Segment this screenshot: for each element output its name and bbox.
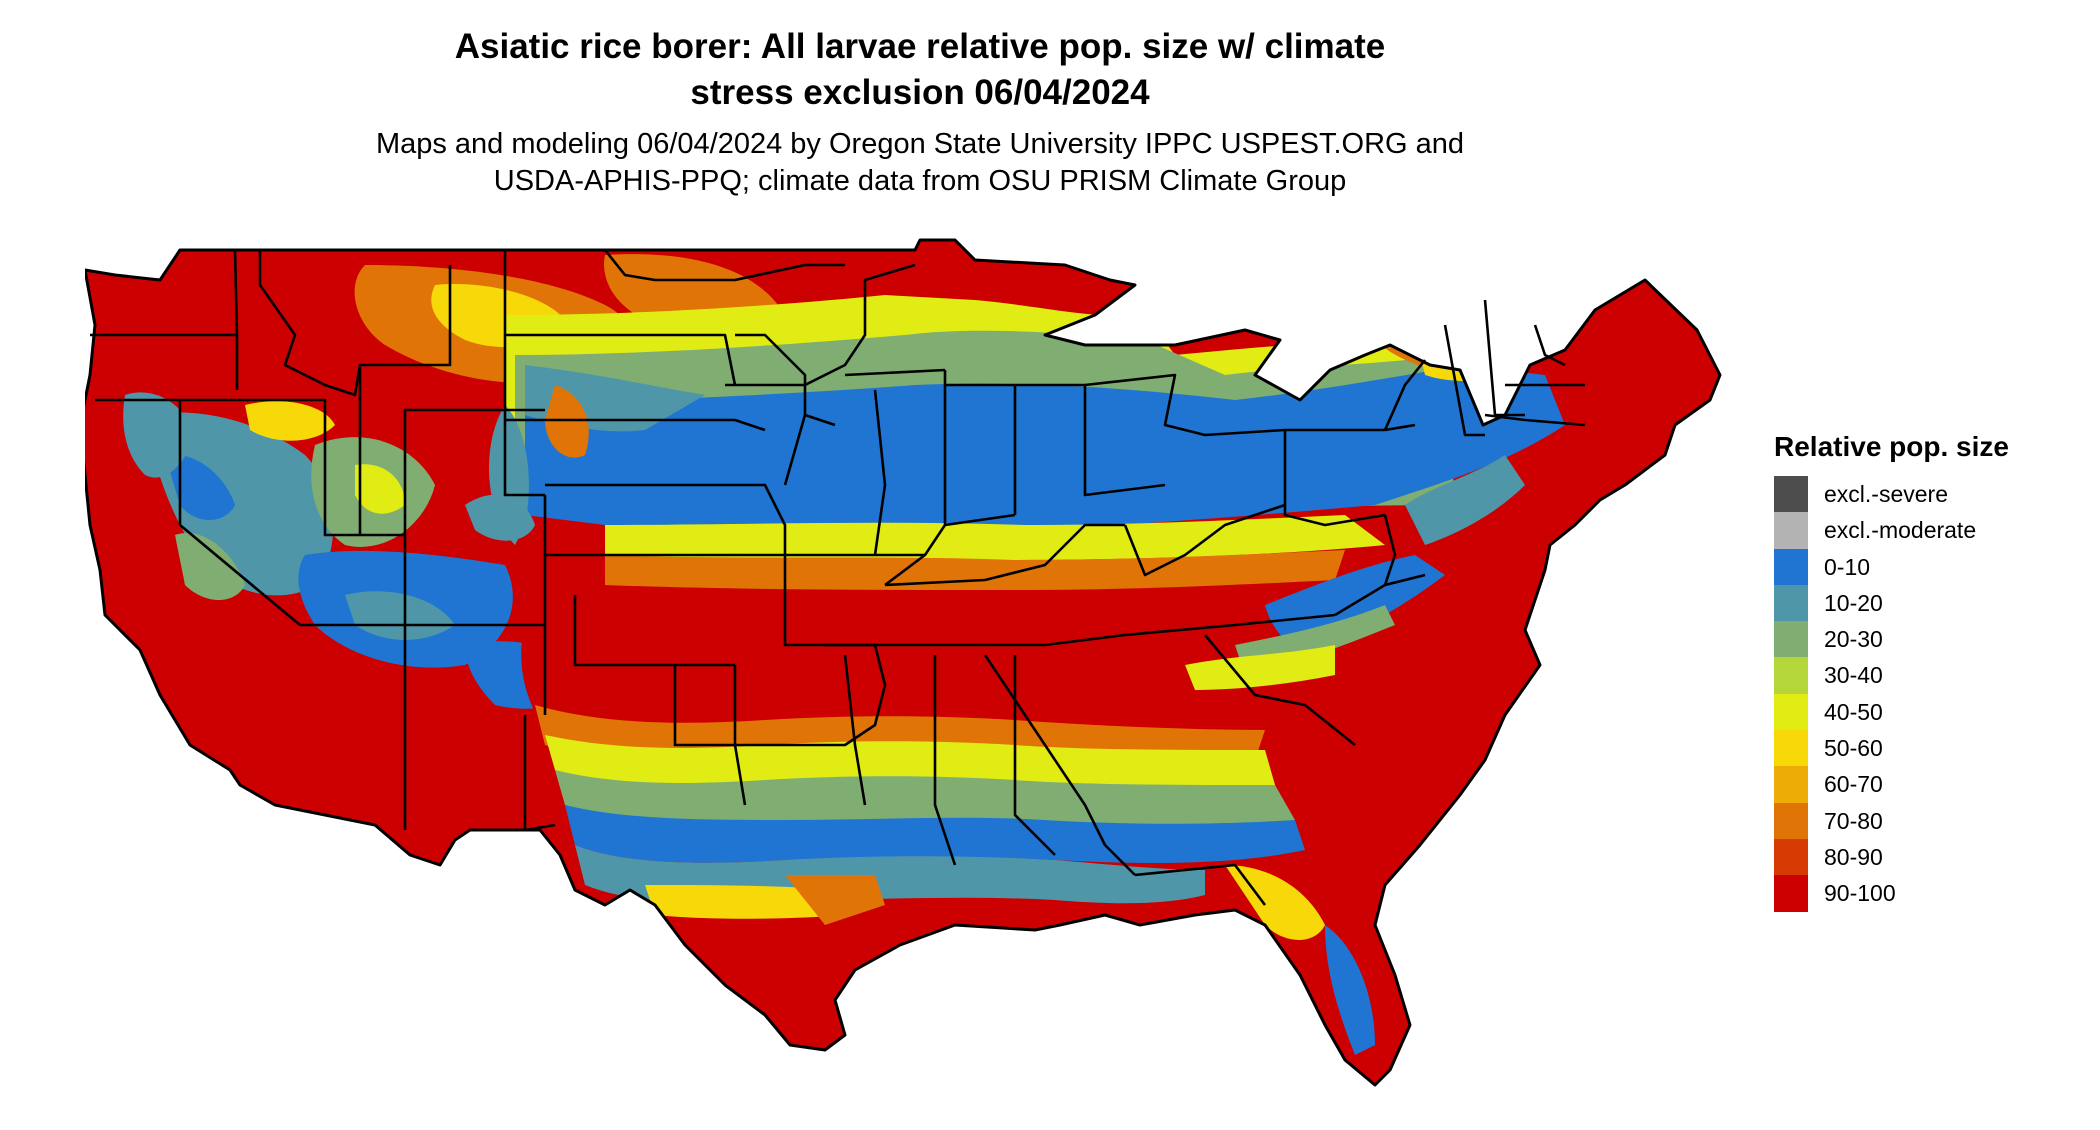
legend-swatch [1774,657,1808,694]
legend-item: 70-80 [1774,802,2094,839]
legend-item: excl.-moderate [1774,512,2094,549]
legend-swatch [1774,621,1808,658]
legend-swatch [1774,693,1808,731]
legend-item: 40-50 [1774,693,2094,731]
legend-label: 90-100 [1824,880,1896,907]
legend-label: 80-90 [1824,843,1883,870]
legend-swatch [1774,512,1808,549]
legend-label: 0-10 [1824,553,1871,580]
legend-label: 60-70 [1824,771,1883,798]
legend-label: 50-60 [1824,735,1883,762]
legend-swatch [1774,548,1808,585]
us-population-map [85,225,1785,1130]
legend-label: 70-80 [1824,807,1883,834]
legend-item: 50-60 [1774,730,2094,767]
legend-items: excl.-severe excl.-moderate 0-10 10-20 20-30… [1774,476,2094,912]
legend-swatch [1774,766,1808,803]
legend-title: Relative pop. size [1774,431,2009,462]
heatmap-layer [85,240,1720,1085]
us-outline [85,238,1722,1087]
subtitle-line-2: USDA-APHIS-PPQ; climate data from OSU PR… [493,165,1347,197]
legend: Relative pop. size excl.-severe excl.-mod… [1774,430,2094,912]
legend-item: 90-100 [1774,875,2094,912]
legend-swatch [1774,730,1808,767]
legend-label: excl.-moderate [1824,517,1977,544]
legend-item: excl.-severe [1774,476,2094,513]
legend-item: 60-70 [1774,766,2094,803]
legend-swatch [1774,838,1808,876]
legend-label: 20-30 [1824,626,1883,653]
legend-label: 10-20 [1824,589,1883,616]
legend-swatch [1774,476,1808,513]
legend-swatch [1774,584,1808,622]
subtitle-line-1: Maps and modeling 06/04/2024 by Oregon S… [375,128,1465,160]
legend-item: 10-20 [1774,584,2094,622]
legend-item: 80-90 [1774,838,2094,876]
title-line-1: Asiatic rice borer: All larvae relative … [454,27,1386,66]
map-title: Asiatic rice borer: All larvae relative … [0,24,1840,116]
state-borders [90,249,1586,906]
legend-label: 30-40 [1824,662,1883,689]
legend-item: 30-40 [1774,657,2094,694]
map-subtitle: Maps and modeling 06/04/2024 by Oregon S… [0,126,1840,200]
legend-item: 20-30 [1774,621,2094,658]
title-line-2: stress exclusion 06/04/2024 [690,73,1150,112]
legend-swatch [1774,802,1808,839]
legend-label: 40-50 [1824,698,1883,725]
legend-item: 0-10 [1774,548,2094,585]
legend-swatch [1774,875,1808,912]
legend-label: excl.-severe [1824,481,1948,507]
